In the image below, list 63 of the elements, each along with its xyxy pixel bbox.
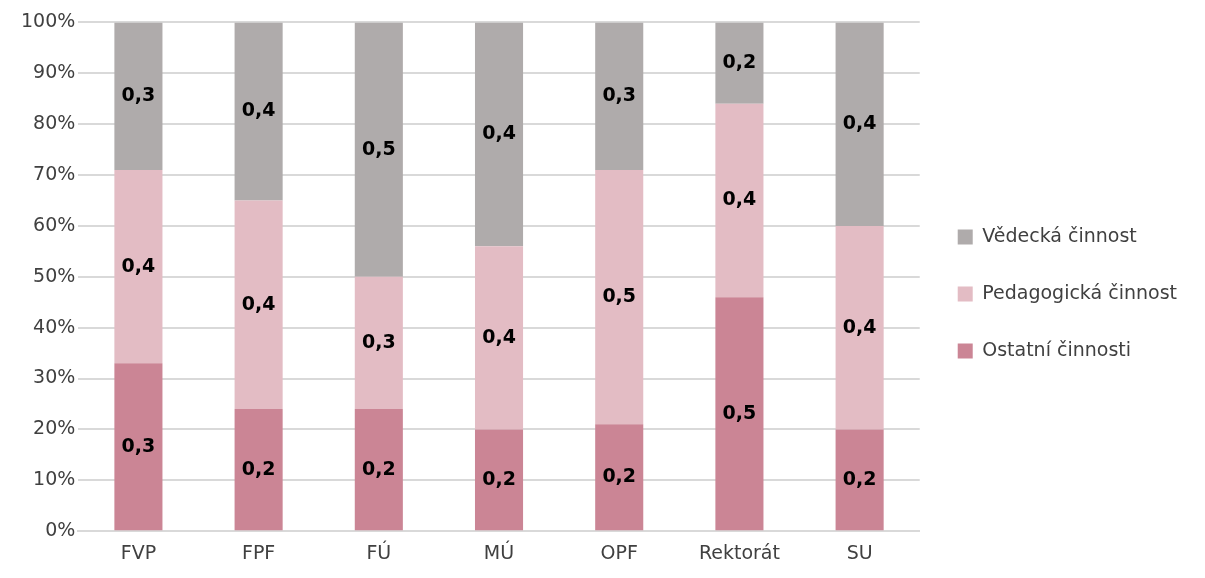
x-tick-label: FÚ [366,539,392,563]
data-label: 0,3 [602,83,637,106]
data-label: 0,4 [722,187,757,210]
bar [715,22,764,104]
y-tick-label: 60% [33,212,76,235]
y-tick-label: 0% [45,518,76,541]
data-label: 0,4 [482,324,516,347]
bar [835,225,884,430]
x-tick-label: FPF [241,540,276,563]
y-tick-label: 50% [33,263,76,286]
y-tick-label: 90% [33,60,76,83]
bar [715,297,764,531]
bar [474,429,524,531]
data-label: 0,4 [482,121,516,144]
data-label: 0,4 [241,291,276,314]
data-label: 0,2 [361,456,396,479]
bar [595,424,644,531]
y-tick-label: 20% [33,416,76,439]
bar [234,22,283,201]
data-label: 0,4 [241,98,276,121]
data-label: 0,2 [602,464,637,487]
data-label: 0,5 [722,400,757,423]
x-tick-label: MÚ [483,539,515,563]
bar [595,22,644,170]
y-tick-label: 10% [33,467,76,490]
data-label: 0,4 [121,253,156,276]
x-tick-label: SU [846,540,873,563]
bar [595,169,644,425]
data-label: 0,5 [361,136,396,159]
data-label: 0,4 [842,111,877,134]
bar [234,200,283,410]
data-label: 0,5 [602,284,637,307]
x-tick-label: Rektorát [698,540,780,563]
y-tick-label: 70% [33,161,76,184]
x-tick-label: OPF [600,540,638,563]
data-label: 0,2 [241,456,276,479]
bar [114,22,163,170]
bar [354,276,403,410]
data-label: 0,3 [361,329,396,352]
data-label: 0,3 [121,433,156,456]
bar [114,169,163,364]
legend-label: Ostatní činnosti [982,337,1132,360]
data-label: 0,2 [482,466,516,489]
bar [715,103,764,298]
data-label: 0,4 [842,314,877,337]
data-label: 0,2 [722,50,757,73]
data-label: 0,2 [842,466,877,489]
y-tick-label: 80% [33,111,76,134]
bar [474,22,524,247]
bar [234,409,283,531]
bar [114,363,163,531]
bar [474,246,524,430]
legend-label: Pedagogická činnost [982,280,1177,303]
bar [354,22,403,277]
data-label: 0,3 [121,83,156,106]
y-tick-label: 30% [33,365,76,388]
y-tick-label: 40% [33,314,76,337]
legend-label: Vědecká činnost [982,223,1137,246]
y-tick-label: 100% [20,9,76,32]
x-tick-label: FVP [120,540,157,563]
bar [835,429,884,531]
bar [835,22,884,226]
bar [354,409,403,531]
